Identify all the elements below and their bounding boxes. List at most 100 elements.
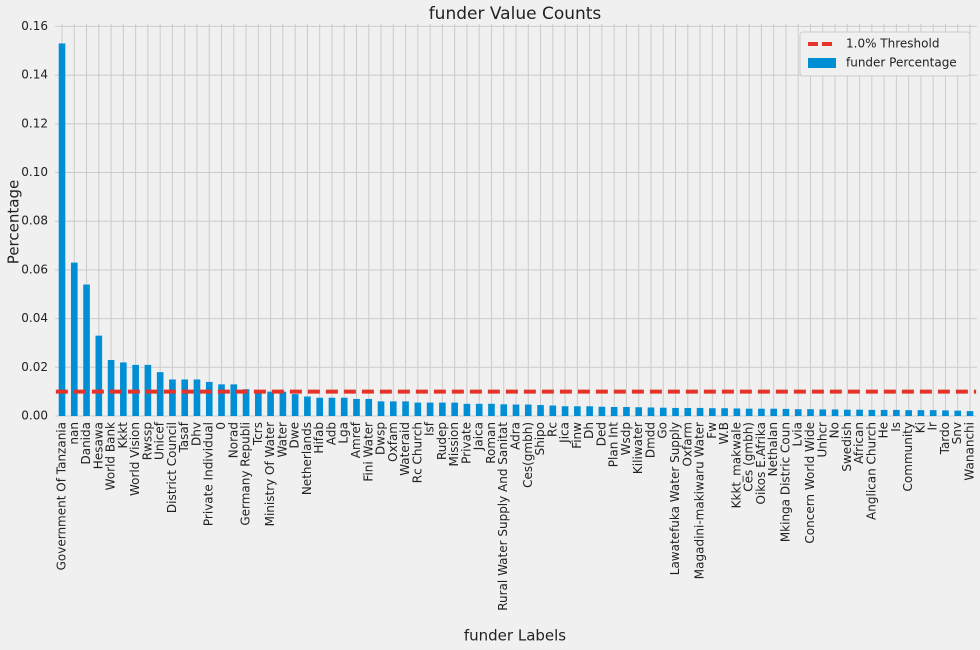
- x-tick-label: Government Of Tanzania: [55, 422, 69, 570]
- x-tick-label: World Bank: [104, 422, 118, 490]
- x-tick-label: W.B: [717, 422, 731, 445]
- x-tick-label: Rudep: [435, 422, 449, 460]
- x-tick-label: Tcrs: [251, 422, 265, 446]
- bar: [512, 404, 520, 416]
- bar: [83, 284, 90, 416]
- x-tick-label: Oxfarm: [680, 422, 694, 467]
- bar: [279, 391, 287, 416]
- legend-label: funder Percentage: [846, 56, 957, 70]
- x-tick-label: Dwsp: [374, 422, 388, 455]
- bar: [426, 402, 434, 416]
- bar: [500, 404, 508, 416]
- bar: [659, 407, 667, 416]
- bar: [831, 409, 839, 416]
- bar: [893, 409, 900, 416]
- x-tick-label: World Vision: [128, 422, 142, 496]
- x-tick-label: Hesawa: [91, 422, 105, 469]
- x-tick-label: Germany Republi: [239, 422, 253, 526]
- x-tick-label: Dhv: [189, 422, 203, 446]
- y-axis-label: Percentage: [5, 180, 23, 264]
- x-tick-label: Dwe: [288, 422, 302, 448]
- plot: [55, 43, 977, 416]
- bar: [365, 398, 373, 416]
- x-tick-label: Adb: [324, 422, 338, 445]
- bar: [156, 372, 164, 416]
- x-tick-label: Anglican Church: [864, 422, 878, 520]
- bar: [524, 404, 532, 416]
- bar: [230, 384, 238, 416]
- x-tick-label: Danida: [79, 422, 93, 465]
- x-tick-label: Oxfam: [386, 422, 400, 462]
- bar: [340, 397, 348, 416]
- x-tick-label: Lga: [337, 422, 351, 444]
- chart-title: funder Value Counts: [429, 4, 602, 24]
- x-tick-label: Ces(gmbh): [521, 422, 535, 488]
- bar: [463, 403, 471, 416]
- x-tick-label: Kiliwater: [631, 422, 645, 474]
- x-tick-label: Kkkt_makwale: [729, 422, 743, 508]
- bar: [733, 408, 741, 416]
- x-tick-label: Magadini-makiwaru Water: [693, 422, 707, 579]
- bar: [451, 402, 458, 416]
- x-tick-label: Shipo: [533, 422, 547, 456]
- x-tick-label: Ki: [913, 422, 927, 433]
- bar: [942, 410, 949, 416]
- y-tick-label: 0.00: [21, 409, 48, 423]
- bar: [549, 405, 557, 416]
- bar: [917, 410, 925, 416]
- bar: [696, 407, 704, 416]
- bar: [586, 406, 593, 416]
- bar: [120, 362, 127, 416]
- x-tick-label: Dmdd: [643, 422, 657, 458]
- bar: [623, 406, 630, 416]
- x-tick-label: Adra: [509, 422, 523, 450]
- bar: [856, 409, 863, 416]
- x-tick-label: Wsdp: [619, 422, 633, 455]
- bar: [574, 406, 581, 416]
- bar: [242, 389, 250, 416]
- bar: [193, 379, 201, 416]
- x-tick-label: Community: [901, 422, 915, 491]
- x-tick-label: Netherlands: [300, 422, 314, 495]
- bar: [488, 403, 495, 416]
- bar: [721, 408, 728, 416]
- x-tick-label: Mkinga Distric Coun: [778, 422, 792, 542]
- bar: [684, 407, 692, 416]
- x-tick-label: Wananchi: [963, 422, 977, 481]
- bar: [304, 396, 311, 416]
- x-tick-label: Norad: [226, 422, 240, 458]
- bar: [205, 381, 213, 416]
- bar: [475, 403, 483, 416]
- bar: [598, 406, 606, 416]
- x-tick-label: He: [877, 422, 891, 438]
- y-tick-label: 0.06: [21, 262, 48, 276]
- bar: [794, 409, 802, 416]
- bar: [868, 409, 876, 416]
- x-tick-label: Hifab: [312, 422, 326, 454]
- bar: [218, 384, 225, 416]
- x-tick-label: Tasaf: [177, 421, 191, 453]
- bar: [328, 397, 336, 416]
- bar: [255, 391, 262, 416]
- bar: [635, 407, 643, 416]
- bar: [770, 408, 777, 416]
- bar: [95, 335, 103, 416]
- x-tick-label: nan: [67, 422, 81, 445]
- x-tick-label: Kkkt: [116, 422, 130, 449]
- x-tick-label: District Council: [165, 422, 179, 513]
- bar: [58, 43, 66, 416]
- bar: [672, 407, 679, 416]
- bar: [905, 410, 912, 416]
- legend: 1.0% Threshold funder Percentage: [799, 31, 971, 77]
- bar: [377, 401, 385, 416]
- bar: [107, 360, 115, 416]
- x-tick-label: Lvia: [791, 422, 805, 446]
- x-tick-label: Amref: [349, 421, 363, 458]
- bar: [929, 410, 937, 416]
- x-tick-label: Jica: [558, 422, 572, 444]
- bar: [267, 391, 274, 416]
- x-tick-label: Isf: [423, 421, 437, 436]
- x-tick-label: Jaica: [472, 422, 486, 451]
- x-tick-label: Fw: [705, 422, 719, 439]
